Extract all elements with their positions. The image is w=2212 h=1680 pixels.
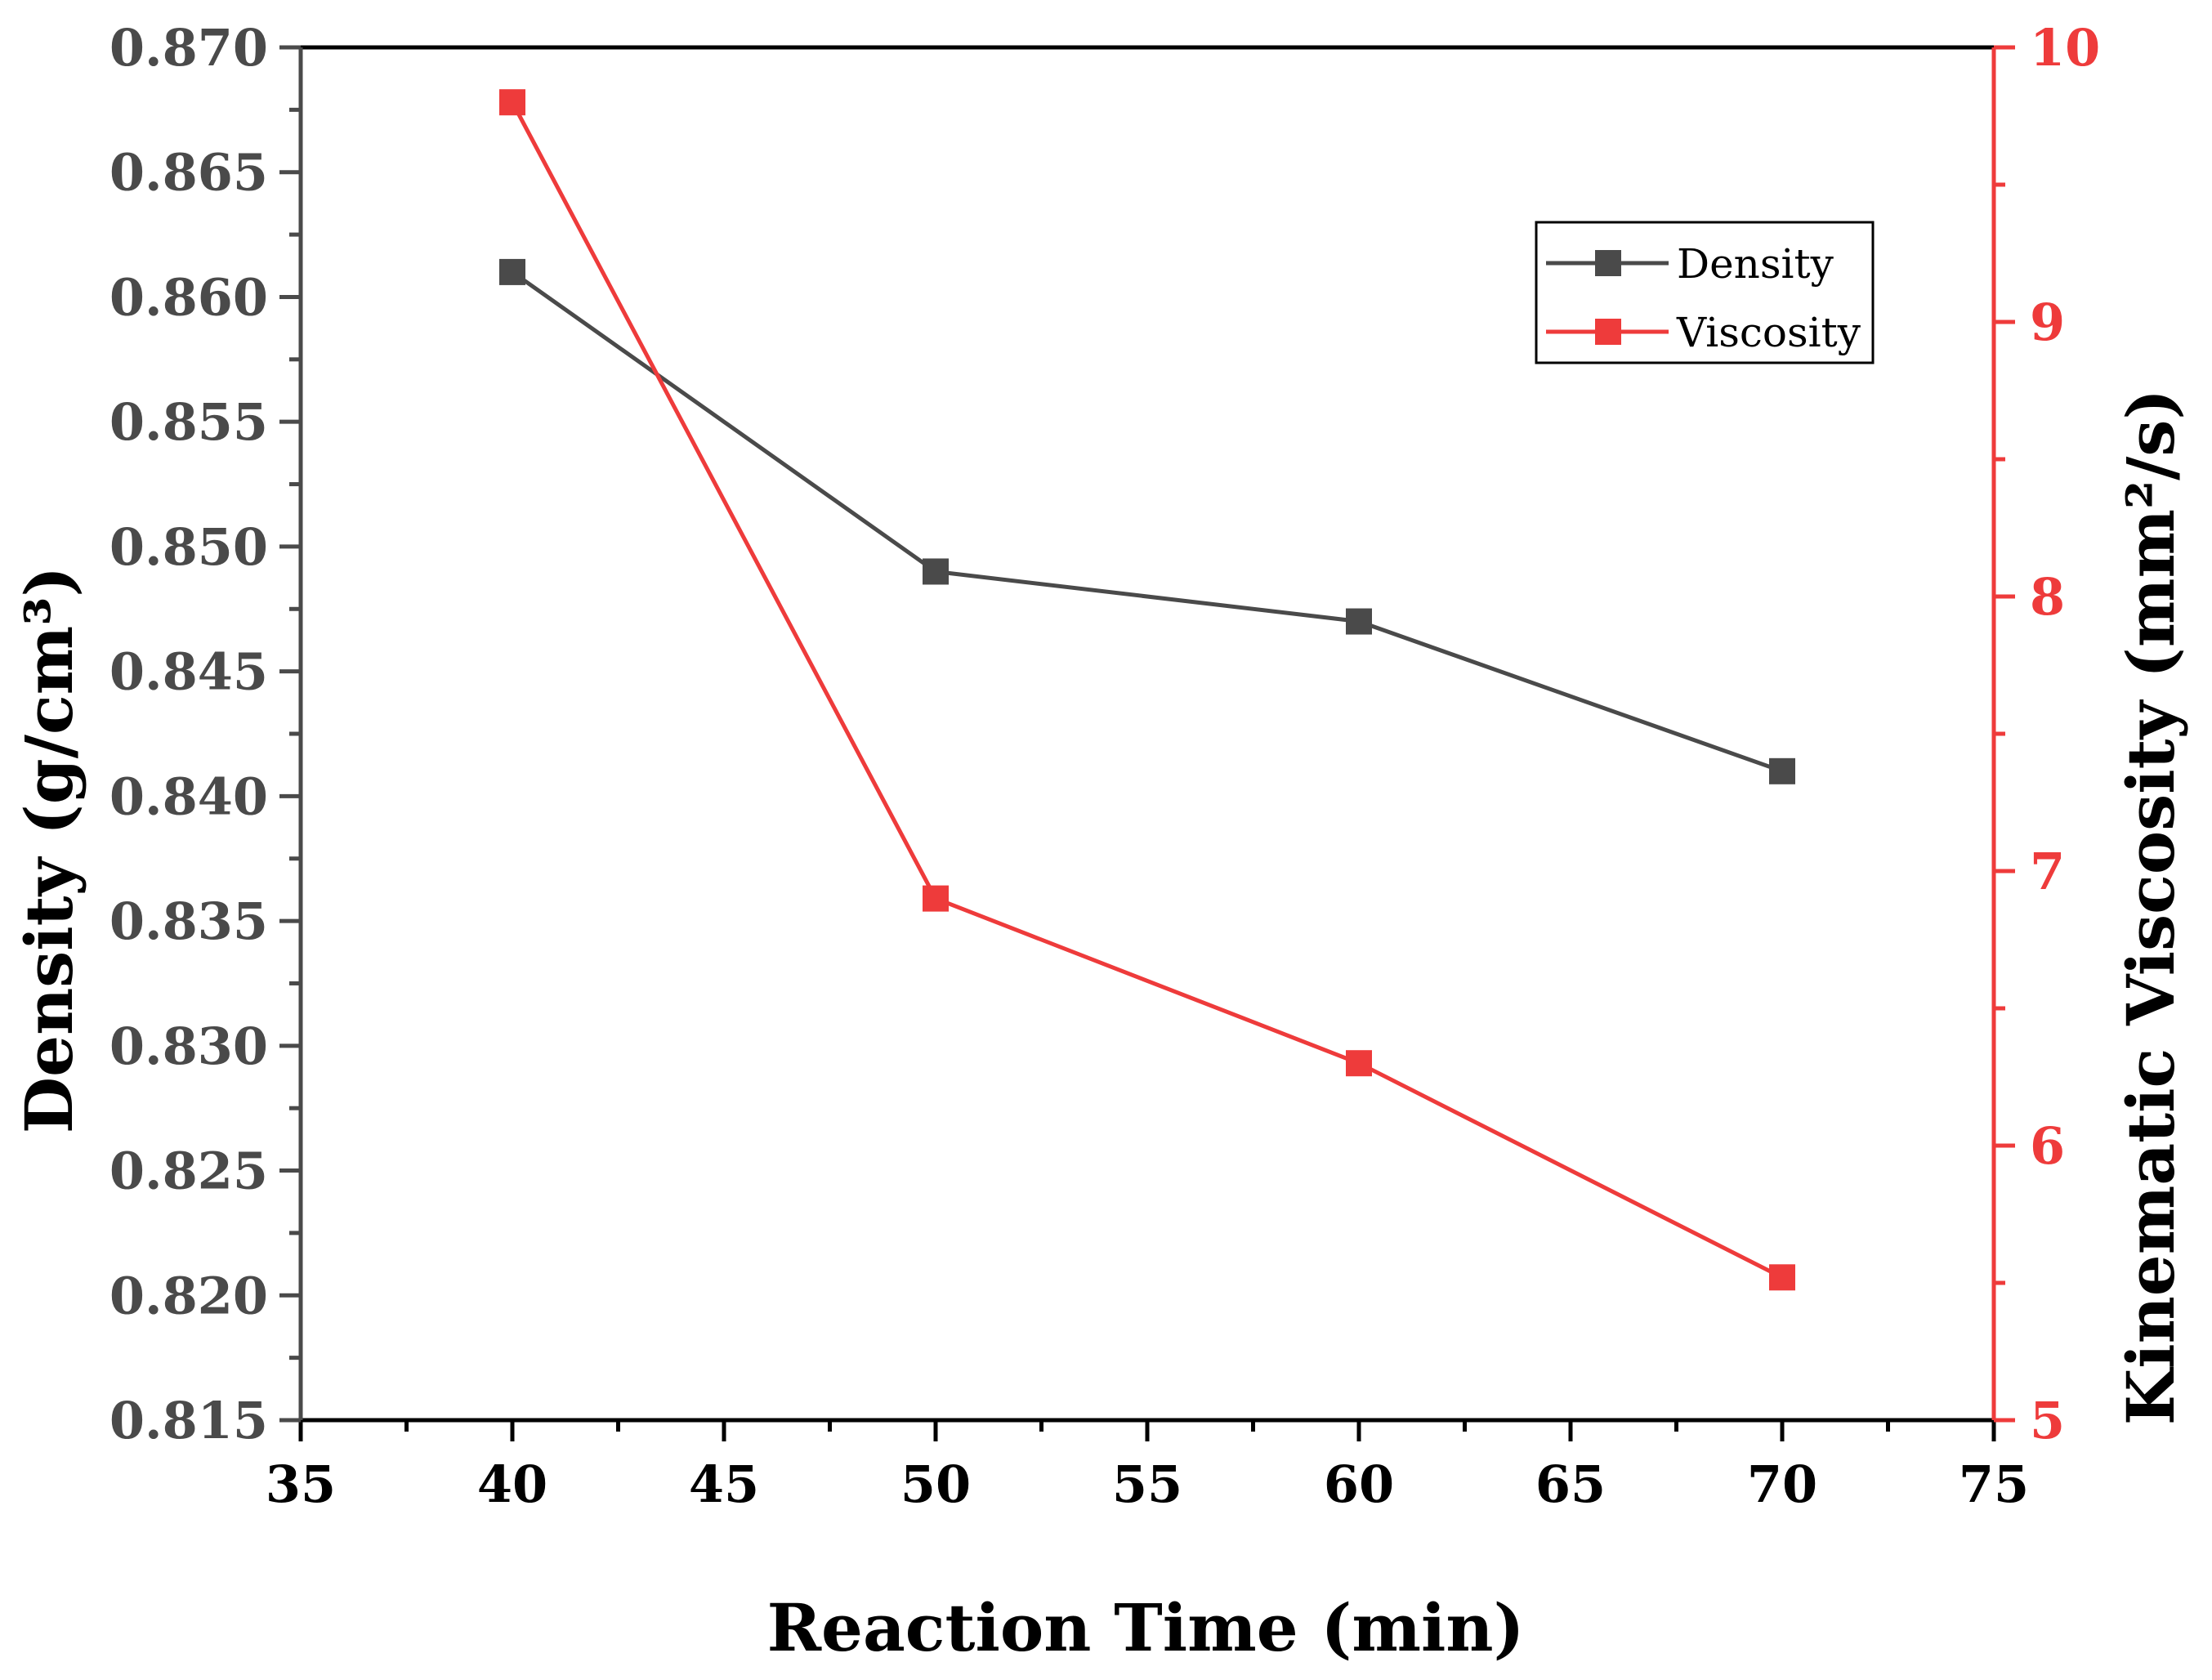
x-tick-label: 40 (477, 1454, 547, 1514)
x-tick-label: 45 (689, 1454, 759, 1514)
viscosity-line (510, 101, 1784, 1280)
y-left-tick-label: 0.850 (109, 517, 268, 577)
y-right-tick-label: 10 (2030, 18, 2100, 78)
density-point (1346, 608, 1372, 635)
y-left-tick-label: 0.820 (109, 1266, 268, 1325)
density-point (923, 558, 949, 585)
x-tick-label: 65 (1535, 1454, 1606, 1514)
legend-entry-viscosity: Viscosity (1546, 309, 1861, 356)
viscosity-point (1769, 1264, 1795, 1291)
y-right-tick-label: 6 (2030, 1116, 2065, 1176)
density-point (499, 258, 525, 285)
y-right-tick-label: 8 (2030, 567, 2065, 627)
y-left-tick-label: 0.840 (109, 766, 268, 826)
density-point (1769, 757, 1795, 784)
x-axis-title: Reaction Time (min) (767, 1589, 1525, 1666)
legend-label-viscosity: Viscosity (1676, 309, 1861, 356)
series-viscosity (499, 89, 1795, 1291)
x-tick-label: 35 (266, 1454, 336, 1514)
legend-box (1535, 221, 1875, 364)
legend: Density Viscosity (1535, 221, 1875, 364)
density-line (511, 270, 1783, 774)
y-left-tick-label: 0.865 (109, 143, 268, 203)
y-left-tick-label: 0.815 (109, 1391, 268, 1450)
y-left-tick-label: 0.835 (109, 891, 268, 951)
y-right-tick-label: 9 (2030, 293, 2065, 352)
axis-titles: Reaction Time (min) Density (g/cm³) Kine… (11, 389, 2189, 1666)
x-tick-label: 70 (1747, 1454, 1817, 1514)
y-left-tick-label: 0.845 (109, 642, 268, 702)
y-left-tick-label: 0.825 (109, 1142, 268, 1201)
x-tick-label: 50 (900, 1454, 971, 1514)
y-left-tick-label: 0.830 (109, 1016, 268, 1076)
x-tick-label: 75 (1959, 1454, 2029, 1514)
y-right-axis-title: Kinematic Viscosity (mm²/s) (2112, 389, 2189, 1426)
legend-entry-density: Density (1546, 240, 1834, 288)
legend-label-density: Density (1677, 240, 1834, 288)
viscosity-point (1346, 1050, 1372, 1077)
y-left-tick-label: 0.855 (109, 392, 268, 452)
legend-marker-viscosity (1595, 319, 1621, 345)
series-density (499, 258, 1795, 784)
y-left-tick-label: 0.870 (109, 18, 268, 78)
viscosity-point (499, 89, 525, 116)
x-tick-label: 60 (1324, 1454, 1394, 1514)
legend-marker-density (1595, 250, 1621, 276)
y-left-axis-title: Density (g/cm³) (11, 566, 87, 1133)
axis-ticks: 35 40 45 50 55 60 65 70 750.8150.8200.8250.8300.… (109, 18, 2100, 1514)
viscosity-point (923, 885, 949, 912)
y-right-tick-label: 7 (2030, 842, 2065, 901)
x-tick-label: 55 (1112, 1454, 1182, 1514)
series-layer (499, 89, 1795, 1291)
y-left-tick-label: 0.860 (109, 267, 268, 327)
y-right-tick-label: 5 (2030, 1391, 2065, 1450)
